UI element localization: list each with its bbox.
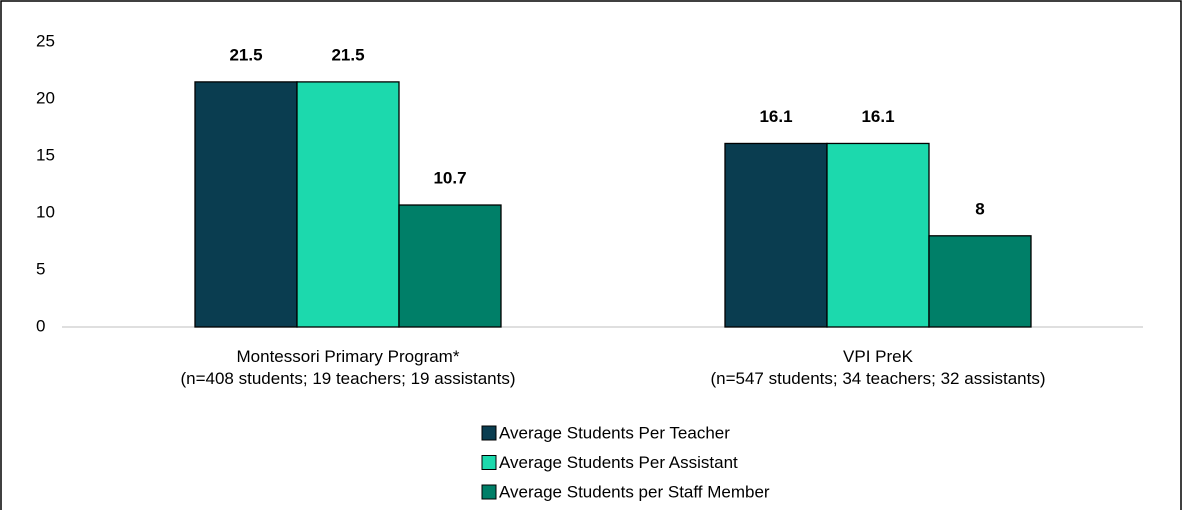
data-label: 16.1 [861,107,894,126]
y-tick-label: 25 [36,31,55,50]
legend-swatch [481,484,497,500]
legend-label: Average Students per Staff Member [499,482,770,501]
y-tick-label: 0 [36,316,45,335]
data-label: 8 [975,199,984,218]
y-tick-label: 5 [36,259,45,278]
bar [724,142,828,328]
data-label: 16.1 [759,107,792,126]
y-tick-label: 15 [36,145,55,164]
data-label: 10.7 [433,169,466,188]
legend-label: Average Students Per Assistant [499,453,738,472]
data-label: 21.5 [331,45,364,64]
y-tick-label: 20 [36,88,55,107]
y-tick-label: 10 [36,202,55,221]
bar [826,142,930,328]
legend-swatch [481,425,497,441]
x-tick-label: VPI PreK (n=547 students; 34 teachers; 3… [710,347,1046,388]
x-tick-label: Montessori Primary Program* (n=408 stude… [180,347,516,388]
bar [194,81,298,328]
bar [398,204,502,328]
bar [928,235,1032,328]
data-label: 21.5 [229,45,262,64]
legend-swatch [481,455,497,470]
legend-label: Average Students Per Teacher [499,423,730,442]
bar [296,81,400,328]
